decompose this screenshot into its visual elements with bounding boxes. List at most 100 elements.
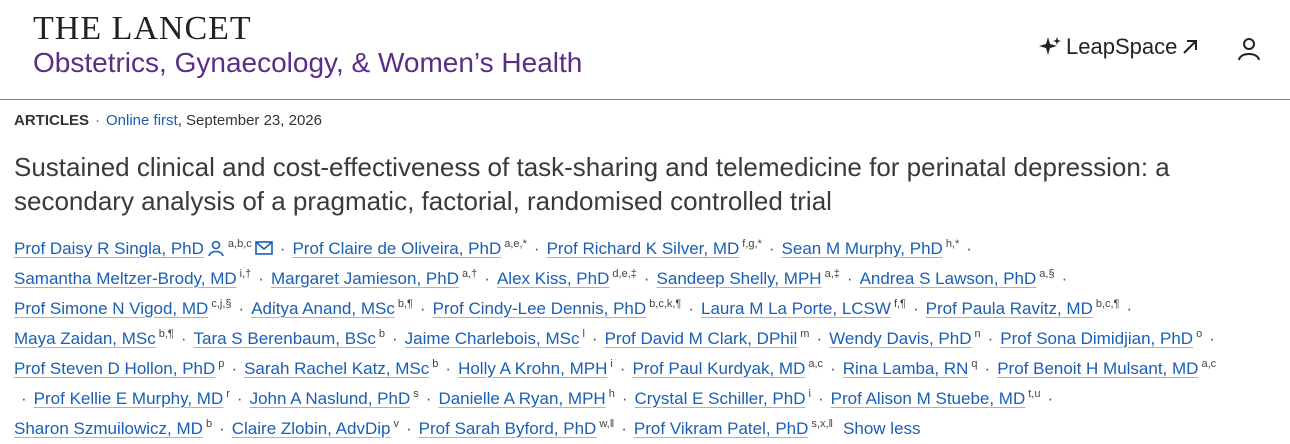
affiliations: i [610, 358, 613, 370]
article-meta: ARTICLES · Online first, September 23, 202… [14, 112, 322, 129]
author-separator: · [621, 419, 627, 438]
author-name[interactable]: Laura M La Porte, LCSW [701, 299, 891, 318]
author-name[interactable]: Prof Paula Ravitz, MD [925, 299, 1093, 318]
author-line: Prof Daisy R Singla, PhD a,b,c · Prof Clair… [14, 229, 1290, 259]
author-name[interactable]: Prof Richard K Silver, MD [546, 239, 740, 258]
author-name[interactable]: Sarah Rachel Katz, MSc [244, 359, 430, 378]
author-separator: · [533, 239, 540, 258]
affiliations: b [205, 418, 213, 430]
affiliations: b,¶ [158, 328, 174, 340]
affiliations: v [393, 418, 400, 430]
author-separator: · [846, 269, 853, 288]
affiliations: n [974, 328, 981, 340]
author-name[interactable]: Danielle A Ryan, MPH [438, 389, 606, 408]
author-separator: · [231, 359, 238, 378]
author-separator: · [830, 359, 836, 378]
author-name[interactable]: Sean M Murphy, PhD [781, 239, 943, 258]
author-name[interactable]: Prof Alison M Stuebe, MD [830, 389, 1026, 408]
affiliations: b,¶ [397, 298, 413, 310]
affiliations: b,c,¶ [1095, 298, 1120, 310]
author-name[interactable]: Prof Claire de Oliveira, PhD [292, 239, 502, 258]
author-line: Maya Zaidan, MSc b,¶ · Tara S Berenbaum, BS… [14, 319, 1290, 349]
author-separator: · [591, 329, 598, 348]
author-name[interactable]: Sharon Szmuilowicz, MD [14, 419, 203, 438]
author-separator: · [279, 239, 286, 258]
author-name[interactable]: Prof David M Clark, DPhil [604, 329, 798, 348]
author-name[interactable]: Rina Lamba, RN [842, 359, 969, 378]
author-separator: · [21, 389, 27, 408]
author-line: Sharon Szmuilowicz, MD b · Claire Zlobin, A… [14, 409, 1290, 439]
author-name[interactable]: Prof Kellie E Murphy, MD [33, 389, 224, 408]
author-separator: · [816, 329, 823, 348]
affiliations: i [808, 388, 811, 400]
author-name[interactable]: Tara S Berenbaum, BSc [193, 329, 376, 348]
author-name[interactable]: Crystal E Schiller, PhD [634, 389, 806, 408]
affiliations: s,x,‖ [811, 418, 834, 430]
article-title: Sustained clinical and cost-effectivenes… [14, 152, 1170, 216]
author-separator: · [619, 359, 626, 378]
affiliations: q [971, 358, 978, 370]
author-separator: · [419, 299, 426, 318]
author-separator: · [817, 389, 824, 408]
journal-name[interactable]: THE LANCET [33, 10, 252, 47]
author-name[interactable]: Prof Sona Dimidjian, PhD [1000, 329, 1194, 348]
profile-icon[interactable] [207, 239, 225, 257]
author-separator: · [768, 239, 775, 258]
email-icon[interactable] [254, 239, 273, 257]
author-name[interactable]: Aditya Anand, MSc [251, 299, 395, 318]
author-separator: · [984, 359, 991, 378]
author-separator: · [1061, 269, 1068, 288]
author-separator: · [445, 359, 452, 378]
author-name[interactable]: Prof Cindy-Lee Dennis, PhD [432, 299, 647, 318]
author-name[interactable]: Prof Daisy R Singla, PhD [14, 239, 204, 258]
affiliations: f,g,* [742, 238, 762, 250]
author-separator: · [236, 389, 243, 408]
affiliations: a,b,c [227, 238, 252, 250]
article-type: ARTICLES [14, 112, 89, 129]
author-separator: · [1047, 389, 1054, 408]
affiliations: p [218, 358, 225, 370]
author-name[interactable]: Sandeep Shelly, MPH [656, 269, 822, 288]
site-header: THE LANCET Obstetrics, Gynaecology, & Wo… [0, 0, 1290, 100]
affiliations: b,c,k,¶ [649, 298, 682, 310]
author-name[interactable]: Holly A Krohn, MPH [458, 359, 608, 378]
author-name[interactable]: Prof Simone N Vigod, MD [14, 299, 209, 318]
author-name[interactable]: John A Naslund, PhD [249, 389, 411, 408]
author-separator: · [966, 239, 972, 258]
author-name[interactable]: Prof Steven D Hollon, PhD [14, 359, 216, 378]
leapspace-link[interactable]: LeapSpace [1034, 34, 1203, 60]
author-name[interactable]: Prof Paul Kurdyak, MD [632, 359, 806, 378]
author-name[interactable]: Alex Kiss, PhD [496, 269, 610, 288]
publication-date: , September 23, 2026 [177, 112, 322, 129]
author-separator: · [219, 419, 225, 438]
affiliations: a,† [461, 268, 478, 280]
affiliations: b [432, 358, 439, 370]
affiliations: r [226, 388, 230, 400]
author-separator: · [643, 269, 650, 288]
author-name[interactable]: Wendy Davis, PhD [829, 329, 972, 348]
publication-status[interactable]: Online first [106, 112, 178, 129]
author-name[interactable]: Samantha Meltzer-Brody, MD [14, 269, 237, 288]
author-name[interactable]: Margaret Jamieson, PhD [270, 269, 459, 288]
author-separator: · [688, 299, 695, 318]
author-name[interactable]: Claire Zlobin, AdvDip [231, 419, 391, 438]
sparkle-icon [1039, 37, 1061, 55]
leapspace-label[interactable]: LeapSpace [1066, 34, 1178, 59]
author-separator: · [1209, 329, 1215, 348]
author-name[interactable]: Prof Sarah Byford, PhD [418, 419, 597, 438]
user-icon[interactable] [1236, 36, 1262, 62]
author-name[interactable]: Prof Vikram Patel, PhD [633, 419, 809, 438]
author-list: Prof Daisy R Singla, PhD a,b,c · Prof Clair… [14, 229, 1290, 439]
journal-subtitle[interactable]: Obstetrics, Gynaecology, & Women’s Healt… [33, 47, 583, 78]
author-name[interactable]: Prof Benoit H Mulsant, MD [997, 359, 1199, 378]
author-separator: · [987, 329, 994, 348]
author-name[interactable]: Andrea S Lawson, PhD [859, 269, 1037, 288]
author-separator: · [484, 269, 490, 288]
author-name[interactable]: Maya Zaidan, MSc [14, 329, 156, 348]
show-less-link[interactable]: Show less [843, 419, 921, 438]
affiliations: s [413, 388, 419, 400]
affiliations: w,‖ [599, 418, 615, 430]
affiliations: a,c [808, 358, 824, 370]
author-name[interactable]: Jaime Charlebois, MSc [404, 329, 580, 348]
author-separator: · [621, 389, 628, 408]
